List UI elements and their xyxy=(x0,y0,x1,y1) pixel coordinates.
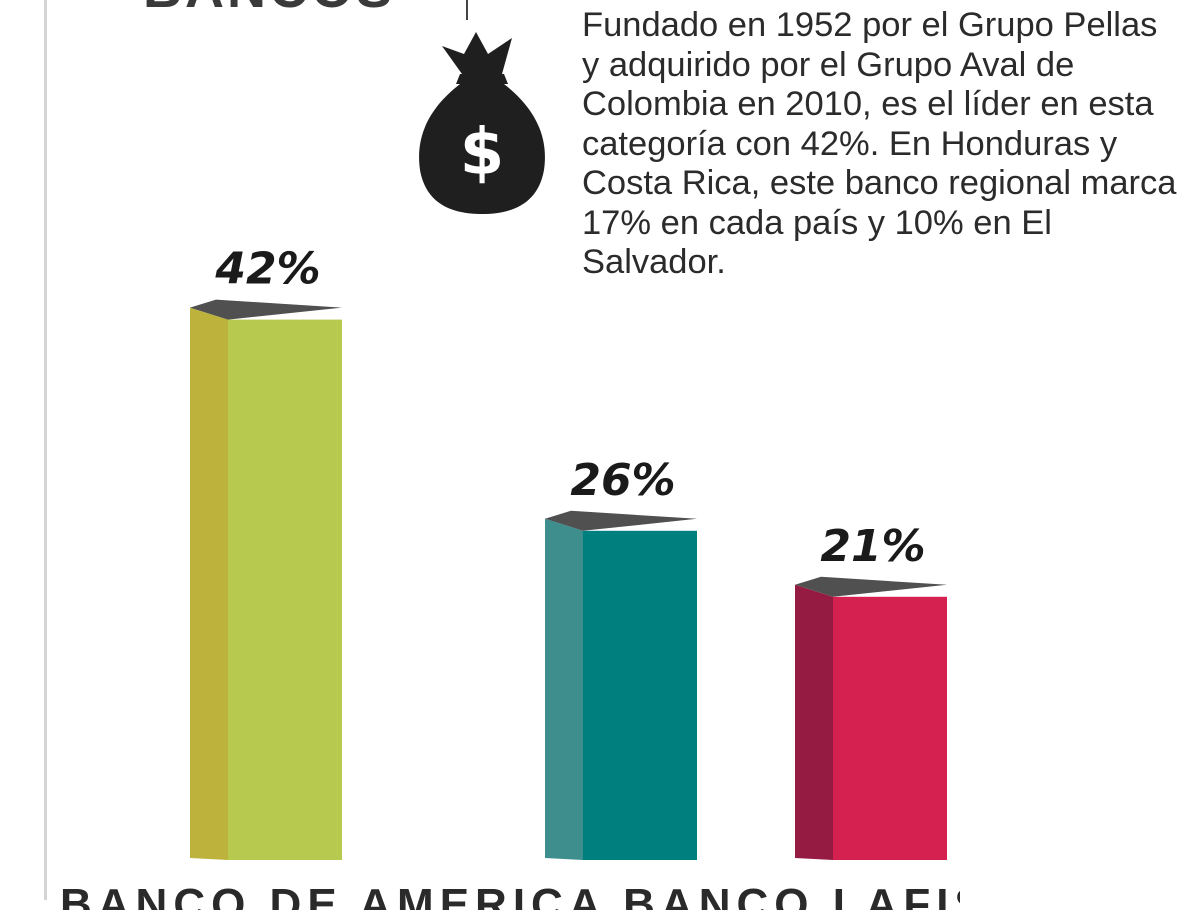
bar-top-1 xyxy=(190,299,342,320)
bar-side-2 xyxy=(545,518,583,860)
left-frame-line xyxy=(44,0,47,900)
bag-body xyxy=(419,75,545,214)
money-bag-icon: $ xyxy=(419,32,545,214)
bar-1 xyxy=(228,319,342,861)
bag-knot xyxy=(456,74,508,84)
bar-side-3 xyxy=(795,584,833,860)
value-label-2: 26% xyxy=(570,455,675,506)
bar-side-1 xyxy=(190,307,228,861)
value-label-3: 21% xyxy=(820,521,925,572)
bar-top-2 xyxy=(545,510,697,531)
value-label-1: 42% xyxy=(214,244,320,295)
bag-neck-tie xyxy=(442,32,512,74)
description-text: Fundado en 1952 por el Grupo Pellas y ad… xyxy=(582,6,1177,281)
category-labels-cropped: BANCO DE AMERICA BANCO LAFISE xyxy=(60,880,960,910)
bar-3 xyxy=(833,596,947,860)
bar-2 xyxy=(583,530,697,860)
dollar-symbol: $ xyxy=(460,116,505,190)
page-title: BANCOS xyxy=(143,0,395,16)
header-divider xyxy=(466,0,468,20)
bar-top-3 xyxy=(795,576,947,597)
